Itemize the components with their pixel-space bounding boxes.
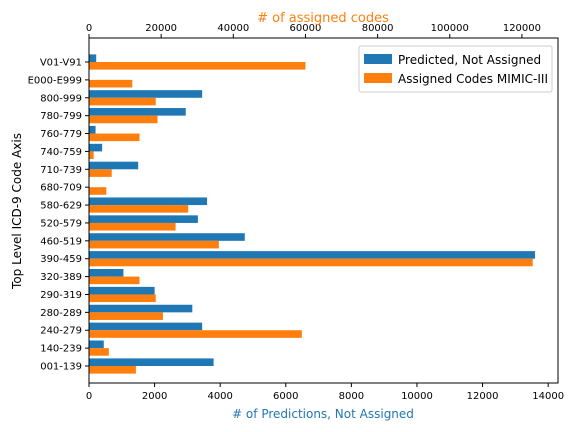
bar-predicted-800-999 (89, 90, 203, 98)
legend-swatch-assigned (364, 73, 392, 83)
bar-assigned-e000-e999 (89, 79, 133, 88)
y-tick-label: 290-319 (40, 290, 82, 301)
top-x-tick-label: 0 (86, 23, 92, 34)
bottom-x-tick-label: 12000 (467, 391, 499, 402)
bar-assigned-v01-v91 (89, 62, 306, 70)
y-tick-label: E000-E999 (28, 75, 82, 86)
bar-assigned-140-239 (89, 348, 109, 356)
y-tick-label: 140-239 (40, 344, 82, 355)
bottom-x-tick-label: 14000 (532, 391, 564, 402)
bar-assigned-460-519 (89, 240, 219, 249)
bottom-x-tick-label: 0 (86, 391, 92, 402)
plot-frame (88, 37, 559, 384)
bar-predicted-240-279 (89, 322, 203, 331)
y-tick-label: 390-459 (40, 254, 82, 265)
bar-predicted-460-519 (89, 233, 245, 241)
axes-layer: 001-139 140-239 240-279 280-289 290-319 320-3… (28, 23, 564, 402)
bars-layer (89, 54, 536, 374)
top-x-tick-label: 20000 (145, 23, 177, 34)
bottom-x-tick-label: 8000 (339, 391, 364, 402)
y-axis-title: Top Level ICD-9 Code Axis (10, 133, 24, 290)
legend-box (358, 45, 553, 93)
bar-predicted-140-239 (89, 340, 104, 349)
top-x-tick-label: 120000 (503, 23, 541, 34)
top-x-tick-label: 100000 (431, 23, 469, 34)
top-x-axis-title: # of assigned codes (257, 11, 389, 26)
y-tick-label: 680-709 (40, 183, 82, 194)
bar-predicted-760-779 (89, 125, 96, 134)
y-tick-label: 780-799 (40, 111, 82, 122)
legend: Predicted, Not Assigned Assigned Codes M… (358, 45, 553, 93)
top-x-tick-label: 40000 (217, 23, 249, 34)
bar-assigned-390-459 (89, 258, 533, 267)
bar-assigned-280-289 (89, 312, 163, 320)
bar-predicted-280-289 (89, 304, 193, 313)
y-tick-label: 580-629 (40, 201, 82, 212)
bar-predicted-320-389 (89, 268, 124, 277)
y-tick-label: 280-289 (40, 308, 82, 319)
bottom-x-tick-label: 2000 (142, 391, 167, 402)
bar-assigned-800-999 (89, 97, 156, 106)
y-tick-label: 320-389 (40, 272, 82, 283)
bar-assigned-760-779 (89, 133, 140, 142)
y-tick-label: 520-579 (40, 218, 82, 229)
bar-assigned-290-319 (89, 294, 156, 303)
top-x-tick-label: 80000 (362, 23, 394, 34)
y-tick-label: 460-519 (40, 236, 82, 247)
bar-predicted-290-319 (89, 286, 155, 295)
legend-label-assigned: Assigned Codes MIMIC-III (398, 72, 548, 86)
bar-assigned-740-759 (89, 151, 94, 160)
legend-swatch-predicted (364, 54, 392, 64)
y-tick-label: 760-779 (40, 129, 82, 140)
y-tick-label: 001-139 (40, 362, 82, 373)
bar-predicted-580-629 (89, 197, 208, 206)
top-x-tick-label: 60000 (290, 23, 322, 34)
bar-predicted-740-759 (89, 143, 103, 152)
y-tick-label: 800-999 (40, 93, 82, 104)
y-tick-label: 740-759 (40, 147, 82, 158)
legend-label-predicted: Predicted, Not Assigned (398, 53, 541, 67)
y-tick-label: V01-V91 (40, 58, 82, 69)
y-tick-label: 240-279 (40, 326, 82, 337)
bar-assigned-001-139 (89, 366, 136, 374)
bar-assigned-710-739 (89, 169, 112, 177)
bar-predicted-390-459 (89, 251, 536, 259)
bar-predicted-001-139 (89, 358, 214, 366)
bar-predicted-v01-v91 (89, 54, 97, 62)
bar-assigned-320-389 (89, 276, 140, 285)
bottom-x-tick-label: 4000 (207, 391, 232, 402)
bar-assigned-780-799 (89, 115, 158, 124)
bottom-x-tick-label: 10000 (401, 391, 433, 402)
bottom-x-tick-label: 6000 (273, 391, 298, 402)
bar-assigned-680-709 (89, 187, 107, 195)
bar-predicted-780-799 (89, 108, 186, 116)
bar-assigned-240-279 (89, 330, 302, 338)
y-tick-label: 710-739 (40, 165, 82, 176)
bottom-x-axis-title: # of Predictions, Not Assigned (232, 407, 414, 421)
bar-assigned-580-629 (89, 205, 189, 213)
bar-predicted-520-579 (89, 215, 198, 223)
bar-assigned-520-579 (89, 222, 176, 231)
bar-predicted-710-739 (89, 161, 139, 170)
